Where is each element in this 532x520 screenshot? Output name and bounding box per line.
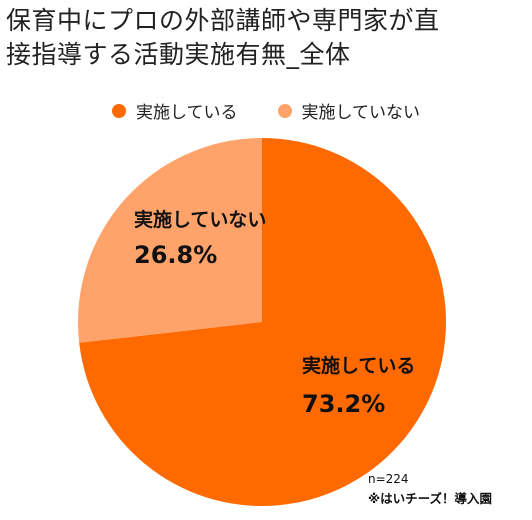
slice-value-not-implemented: 26.8% xyxy=(134,241,217,269)
legend: 実施している 実施していない xyxy=(0,98,532,123)
legend-item-implemented: 実施している xyxy=(112,98,238,123)
legend-swatch-not-implemented xyxy=(277,103,292,118)
slice-value-implemented: 73.2% xyxy=(302,390,385,418)
source-note: ※はいチーズ！導入園 xyxy=(368,491,493,506)
pie-labels: 実施している 73.2% 実施していない 26.8% xyxy=(134,208,415,418)
sample-size-note: n=224 xyxy=(368,472,409,486)
slice-label-not-implemented: 実施していない xyxy=(134,208,266,231)
pie-slice-implemented xyxy=(79,138,446,507)
pie-slice-not-implemented xyxy=(78,138,263,343)
pie-slices xyxy=(78,138,446,507)
legend-label-not-implemented: 実施していない xyxy=(301,103,421,123)
chart-title: 保育中にプロの外部講師や専門家が直 接指導する活動実施有無_全体 xyxy=(6,6,440,69)
legend-label-implemented: 実施している xyxy=(136,103,238,123)
legend-item-not-implemented: 実施していない xyxy=(277,98,421,123)
slice-label-implemented: 実施している xyxy=(302,354,415,377)
legend-swatch-implemented xyxy=(112,103,126,118)
